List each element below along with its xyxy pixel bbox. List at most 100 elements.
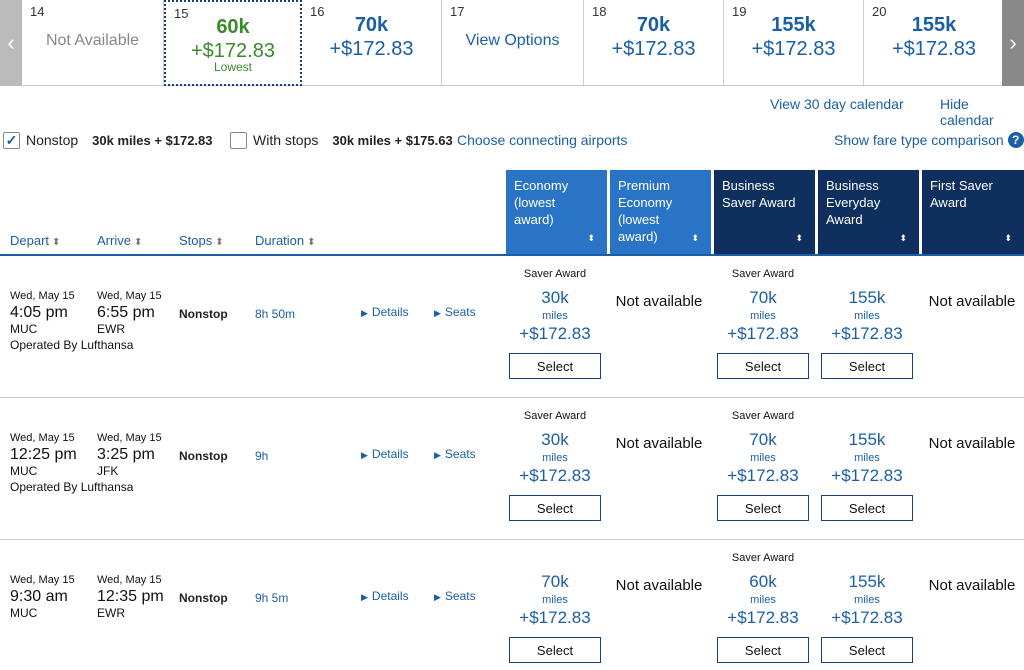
not-available-text: Not available [615, 435, 703, 452]
operated-by: Operated By Lufthansa [10, 480, 134, 494]
miles-label: miles [750, 452, 776, 464]
depart-time: 4:05 pm [10, 304, 68, 321]
sort-caret-icon: ⬍ [899, 233, 907, 243]
cabin-header-premium-economy[interactable]: Premium Economy (lowest award) ⬍ [610, 170, 711, 255]
sort-arrive-header[interactable]: Arrive ⬍ [97, 233, 142, 248]
hide-calendar-link[interactable]: Hide calendar [940, 96, 994, 128]
sort-caret-icon: ⬍ [691, 233, 699, 243]
sort-duration-header[interactable]: Duration ⬍ [255, 233, 316, 248]
prev-dates-button[interactable]: ‹ [0, 0, 22, 86]
arrive-date: Wed, May 15 [97, 432, 162, 444]
seats-link[interactable]: ▶ Seats [434, 589, 476, 603]
fare-price: +$172.83 [519, 608, 591, 627]
help-icon[interactable]: ? [1007, 132, 1024, 148]
select-button[interactable]: Select [509, 495, 601, 521]
not-available-text: Not available [928, 435, 1016, 452]
view-options-link[interactable]: View Options [465, 32, 560, 49]
sort-icon: ⬍ [52, 237, 61, 248]
date-cell-14[interactable]: 14 Not Available [22, 0, 164, 86]
select-button[interactable]: Select [821, 495, 913, 521]
seats-label: Seats [444, 447, 476, 461]
select-button[interactable]: Select [717, 495, 809, 521]
select-button[interactable]: Select [821, 637, 913, 663]
cabin-label-line: Premium [618, 178, 671, 193]
sort-stops-header[interactable]: Stops ⬍ [179, 233, 224, 248]
triangle-right-icon: ▶ [434, 592, 441, 602]
date-cell-18[interactable]: 18 70k +$172.83 [584, 0, 724, 86]
nonstop-summary: 30k miles + $172.83 [92, 132, 213, 148]
miles-label: miles [542, 452, 568, 464]
cabin-label-line: Economy [514, 178, 569, 193]
fare-miles: 60k [749, 572, 777, 591]
seats-link[interactable]: ▶ Seats [434, 305, 476, 319]
select-button[interactable]: Select [717, 353, 809, 379]
fare-price: +$172.83 [519, 324, 591, 343]
cabin-header-business-everyday[interactable]: Business Everyday Award ⬍ [818, 170, 919, 255]
nonstop-checkbox[interactable]: ✓ [3, 131, 20, 149]
not-available-text: Not available [928, 293, 1016, 310]
fare-business-saver: Saver Award 70k miles +$172.83 Select [711, 256, 815, 398]
cabin-label-line: Business [722, 178, 775, 193]
chevron-left-icon: ‹ [7, 30, 15, 55]
select-button[interactable]: Select [509, 353, 601, 379]
depart-date: Wed, May 15 [10, 290, 75, 302]
select-button[interactable]: Select [821, 353, 913, 379]
date-cell-15[interactable]: 15 60k +$172.83 Lowest [164, 0, 302, 86]
cabin-header-economy[interactable]: Economy (lowest award) ⬍ [506, 170, 607, 255]
cabin-label-line: First Saver [930, 178, 993, 193]
next-dates-button[interactable]: › [1002, 0, 1024, 86]
day-number: 16 [310, 4, 325, 19]
details-link[interactable]: ▶ Details [361, 447, 409, 461]
date-cell-20[interactable]: 20 155k +$172.83 [864, 0, 1004, 86]
miles-label: miles [750, 310, 776, 322]
fare-miles: 70k [749, 430, 777, 449]
date-cell-17[interactable]: 17 View Options [442, 0, 584, 86]
day-miles: 60k [216, 16, 250, 38]
cabin-label-line: Award [826, 212, 863, 227]
fare-miles: 155k [848, 572, 886, 591]
details-link[interactable]: ▶ Details [361, 589, 409, 603]
fare-premium-economy: Not available [607, 398, 711, 540]
cabin-header-first-saver[interactable]: First Saver Award ⬍ [922, 170, 1024, 255]
with-stops-checkbox[interactable] [230, 131, 247, 149]
cabin-label-line: award) [618, 229, 658, 244]
fare-price: +$172.83 [831, 466, 903, 485]
cabin-label-line: Economy [618, 195, 673, 210]
details-link[interactable]: ▶ Details [361, 305, 409, 319]
day-number: 15 [174, 6, 189, 21]
depart-date: Wed, May 15 [10, 574, 75, 586]
cabin-label-line: (lowest [618, 212, 660, 227]
sort-icon: ⬍ [307, 237, 316, 248]
sort-icon: ⬍ [133, 237, 143, 248]
depart-airport: MUC [10, 464, 38, 478]
view-30-day-calendar-link[interactable]: View 30 day calendar [770, 96, 904, 112]
select-button[interactable]: Select [509, 637, 601, 663]
triangle-right-icon: ▶ [361, 592, 368, 602]
arrive-airport: EWR [97, 322, 125, 336]
flight-row: Wed, May 15 9:30 am MUC Wed, May 15 12:3… [0, 540, 1024, 670]
fare-price: +$172.83 [519, 466, 591, 485]
fare-first-saver: Not available [920, 256, 1024, 398]
choose-connecting-airports-link[interactable]: Choose connecting airports [457, 132, 628, 148]
fare-business-everyday: 155k miles +$172.83 Select [815, 540, 919, 670]
seats-link[interactable]: ▶ Seats [434, 447, 476, 461]
nonstop-label: Nonstop [26, 132, 79, 148]
cabin-header-business-saver[interactable]: Business Saver Award ⬍ [714, 170, 815, 255]
select-button[interactable]: Select [717, 637, 809, 663]
day-price: +$172.83 [329, 38, 414, 60]
cabin-label-line: Everyday [826, 195, 881, 210]
day-number: 17 [450, 4, 465, 19]
triangle-right-icon: ▶ [434, 308, 441, 318]
with-stops-summary: 30k miles + $175.63 [332, 132, 453, 148]
depart-header-label: Depart [10, 233, 50, 248]
date-cell-19[interactable]: 19 155k +$172.83 [724, 0, 864, 86]
show-fare-type-comparison-link[interactable]: Show fare type comparison [834, 132, 1004, 148]
triangle-right-icon: ▶ [361, 308, 368, 318]
details-label: Details [371, 589, 409, 603]
day-price: +$172.83 [191, 40, 275, 62]
sort-depart-header[interactable]: Depart ⬍ [10, 233, 60, 248]
stops-value: Nonstop [179, 591, 228, 605]
miles-label: miles [854, 452, 880, 464]
date-cell-16[interactable]: 16 70k +$172.83 [302, 0, 442, 86]
details-label: Details [371, 447, 409, 461]
